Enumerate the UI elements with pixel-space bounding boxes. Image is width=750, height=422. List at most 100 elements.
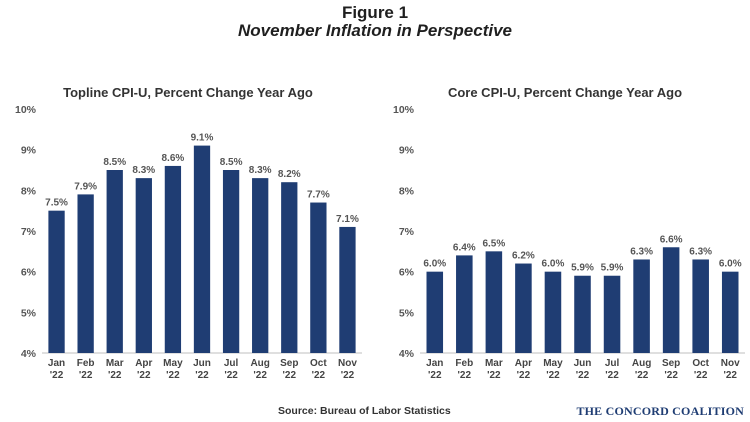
bar [662, 247, 680, 353]
x-tick-label-year: '22 [195, 370, 209, 381]
x-tick-label-year: '22 [253, 370, 267, 381]
y-tick-label: 4% [399, 348, 415, 360]
x-tick-label-month: Sep [280, 358, 298, 369]
bar [106, 170, 123, 353]
source-note: Source: Bureau of Labor Statistics [278, 405, 451, 417]
x-tick-label-year: '22 [283, 370, 297, 381]
data-label: 7.1% [336, 214, 359, 225]
figure-subtitle: November Inflation in Perspective [238, 21, 512, 40]
y-tick-label: 4% [21, 348, 37, 360]
data-label: 6.0% [719, 259, 742, 270]
x-tick-label-month: Mar [106, 358, 124, 369]
data-label: 5.9% [601, 263, 624, 274]
x-tick-label-year: '22 [50, 370, 64, 381]
x-tick-label-year: '22 [605, 370, 619, 381]
bar [721, 271, 739, 353]
bar [544, 271, 562, 353]
x-tick-label-month: Jun [574, 358, 592, 369]
bar [77, 194, 94, 353]
x-tick-label-year: '22 [137, 370, 151, 381]
x-tick-label-month: Oct [310, 358, 327, 369]
brand-logo: THE CONCORD COALITION [576, 404, 744, 418]
y-tick-label: 6% [399, 267, 415, 279]
x-tick-label-month: Sep [662, 358, 680, 369]
data-label: 8.5% [220, 157, 243, 168]
bar [193, 145, 211, 353]
chart-title: Core CPI-U, Percent Change Year Ago [448, 85, 682, 100]
data-label: 7.5% [45, 198, 68, 209]
x-tick-label-year: '22 [487, 370, 501, 381]
y-tick-label: 7% [21, 226, 37, 238]
bar [339, 226, 356, 353]
bar [48, 210, 65, 353]
bar [164, 165, 182, 353]
x-tick-label-month: May [163, 358, 183, 369]
x-tick-label-month: Aug [632, 358, 651, 369]
x-tick-label-year: '22 [312, 370, 326, 381]
data-label: 6.3% [689, 246, 712, 257]
chart-title: Topline CPI-U, Percent Change Year Ago [63, 85, 313, 100]
x-tick-label-year: '22 [108, 370, 122, 381]
bar [574, 275, 591, 353]
bar [281, 182, 298, 353]
data-label: 8.5% [103, 157, 126, 168]
x-tick-label-month: May [543, 358, 563, 369]
data-label: 7.7% [307, 190, 330, 201]
data-label: 6.0% [423, 259, 446, 270]
x-tick-label-year: '22 [341, 370, 355, 381]
x-tick-label-month: Jan [48, 358, 65, 369]
y-tick-label: 8% [399, 185, 415, 197]
x-tick-label-year: '22 [224, 370, 238, 381]
y-tick-label: 9% [21, 145, 37, 157]
bar [692, 259, 709, 353]
x-tick-label-month: Nov [721, 358, 740, 369]
x-tick-label-month: Mar [485, 358, 503, 369]
x-tick-label-year: '22 [664, 370, 678, 381]
bar [456, 255, 473, 353]
x-tick-label-year: '22 [576, 370, 590, 381]
x-tick-label-month: Jul [605, 358, 620, 369]
data-label: 6.5% [482, 238, 505, 249]
data-label: 8.3% [132, 165, 155, 176]
x-tick-label-month: Jan [426, 358, 443, 369]
x-tick-label-year: '22 [428, 370, 442, 381]
data-label: 9.1% [191, 133, 214, 144]
y-tick-label: 9% [399, 145, 415, 157]
figure-title: Figure 1 [341, 3, 409, 22]
data-label: 6.3% [630, 246, 653, 257]
y-tick-label: 10% [393, 104, 415, 116]
data-label: 6.2% [512, 251, 535, 262]
x-tick-label-year: '22 [723, 370, 737, 381]
x-tick-label-month: Feb [77, 358, 95, 369]
data-label: 6.6% [660, 234, 683, 245]
bar [252, 178, 269, 353]
x-tick-label-month: Apr [515, 358, 532, 369]
x-tick-label-year: '22 [517, 370, 531, 381]
data-label: 5.9% [571, 263, 594, 274]
y-tick-label: 5% [399, 307, 415, 319]
data-label: 8.6% [162, 153, 185, 164]
x-tick-label-month: Nov [338, 358, 357, 369]
x-tick-label-month: Oct [692, 358, 709, 369]
x-tick-label-month: Apr [135, 358, 152, 369]
bar [485, 251, 503, 353]
x-tick-label-month: Feb [455, 358, 473, 369]
data-label: 8.3% [249, 165, 272, 176]
bar [310, 202, 327, 353]
bar [633, 259, 650, 353]
y-tick-label: 8% [21, 185, 37, 197]
data-label: 6.4% [453, 242, 476, 253]
y-tick-label: 5% [21, 307, 37, 319]
x-tick-label-month: Aug [250, 358, 269, 369]
x-tick-label-year: '22 [546, 370, 560, 381]
bar [135, 178, 152, 353]
data-label: 8.2% [278, 169, 301, 180]
chart-core-cpi: Core CPI-U, Percent Change Year Ago 4% 5% 6… [393, 85, 745, 381]
data-label: 6.0% [542, 259, 565, 270]
data-label: 7.9% [74, 181, 97, 192]
chart-topline-cpi: Topline CPI-U, Percent Change Year Ago 4%… [15, 85, 362, 381]
bar [222, 170, 240, 353]
y-tick-label: 6% [21, 267, 37, 279]
x-tick-label-month: Jul [224, 358, 239, 369]
x-tick-label-year: '22 [635, 370, 649, 381]
